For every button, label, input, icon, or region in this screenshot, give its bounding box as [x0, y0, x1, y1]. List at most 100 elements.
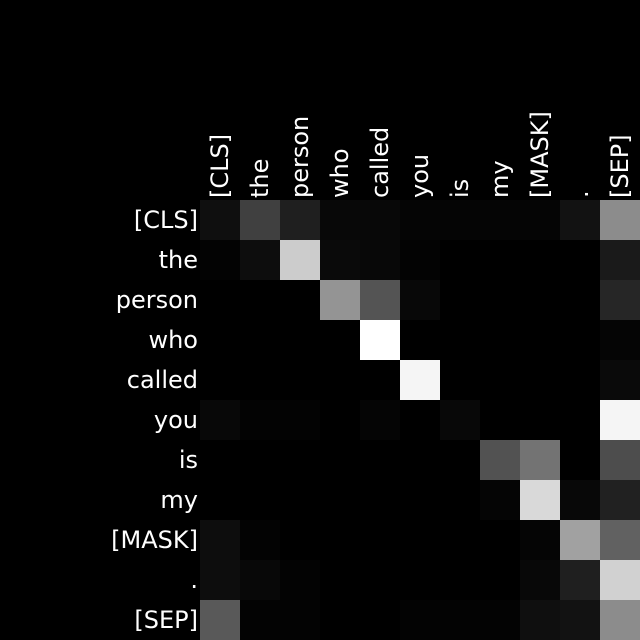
heatmap-cell-3-5 — [400, 320, 440, 360]
heatmap-cell-8-0 — [200, 520, 240, 560]
column-label: you — [406, 154, 434, 198]
heatmap-cell-2-6 — [440, 280, 480, 320]
heatmap-cell-1-5 — [400, 240, 440, 280]
heatmap-cell-2-7 — [480, 280, 520, 320]
heatmap-cell-5-2 — [280, 400, 320, 440]
heatmap-cell-7-9 — [560, 480, 600, 520]
row-label: called — [127, 366, 198, 394]
heatmap-cell-3-2 — [280, 320, 320, 360]
heatmap-cell-6-5 — [400, 440, 440, 480]
heatmap-cell-4-3 — [320, 360, 360, 400]
heatmap-cell-0-2 — [280, 200, 320, 240]
column-label: is — [446, 179, 474, 198]
heatmap-cell-7-7 — [480, 480, 520, 520]
heatmap-cell-3-9 — [560, 320, 600, 360]
column-label: who — [326, 148, 354, 198]
heatmap-cell-5-9 — [560, 400, 600, 440]
heatmap-cell-0-1 — [240, 200, 280, 240]
row-label: person — [116, 286, 198, 314]
heatmap-cell-1-0 — [200, 240, 240, 280]
heatmap-cell-10-1 — [240, 600, 280, 640]
row-labels: [CLS] the person who called you is my [MASK]. [SE… — [111, 206, 198, 634]
heatmap-cell-0-0 — [200, 200, 240, 240]
heatmap-cell-1-9 — [560, 240, 600, 280]
heatmap-cell-8-4 — [360, 520, 400, 560]
heatmap-cell-1-3 — [320, 240, 360, 280]
heatmap-cell-4-6 — [440, 360, 480, 400]
heatmap-cell-10-6 — [440, 600, 480, 640]
heatmap-cell-9-10 — [600, 560, 640, 600]
heatmap-cells — [200, 200, 640, 640]
heatmap-cell-1-8 — [520, 240, 560, 280]
heatmap-cell-4-0 — [200, 360, 240, 400]
row-label: my — [160, 486, 198, 514]
heatmap-cell-2-1 — [240, 280, 280, 320]
row-label: . — [190, 566, 198, 594]
column-label: [MASK] — [526, 111, 554, 198]
heatmap-cell-9-8 — [520, 560, 560, 600]
heatmap-cell-3-8 — [520, 320, 560, 360]
heatmap-cell-8-5 — [400, 520, 440, 560]
heatmap-cell-2-3 — [320, 280, 360, 320]
heatmap-cell-6-1 — [240, 440, 280, 480]
heatmap-cell-1-2 — [280, 240, 320, 280]
heatmap-cell-6-4 — [360, 440, 400, 480]
heatmap-cell-2-5 — [400, 280, 440, 320]
row-label: [CLS] — [134, 206, 198, 234]
column-label: my — [486, 160, 514, 198]
heatmap-cell-8-2 — [280, 520, 320, 560]
heatmap-cell-0-9 — [560, 200, 600, 240]
heatmap-cell-7-8 — [520, 480, 560, 520]
heatmap-cell-3-4 — [360, 320, 400, 360]
row-label: [SEP] — [134, 606, 198, 634]
heatmap-cell-3-1 — [240, 320, 280, 360]
heatmap-cell-1-7 — [480, 240, 520, 280]
heatmap-cell-5-3 — [320, 400, 360, 440]
heatmap-cell-6-7 — [480, 440, 520, 480]
heatmap-cell-5-8 — [520, 400, 560, 440]
heatmap-cell-0-4 — [360, 200, 400, 240]
heatmap-cell-2-8 — [520, 280, 560, 320]
heatmap-cell-10-4 — [360, 600, 400, 640]
heatmap-cell-7-3 — [320, 480, 360, 520]
heatmap-cell-5-1 — [240, 400, 280, 440]
heatmap-cell-7-0 — [200, 480, 240, 520]
heatmap-cell-5-4 — [360, 400, 400, 440]
heatmap-cell-7-1 — [240, 480, 280, 520]
heatmap-cell-8-8 — [520, 520, 560, 560]
column-label: called — [366, 127, 394, 198]
column-label: . — [566, 190, 594, 198]
heatmap-cell-9-6 — [440, 560, 480, 600]
heatmap-cell-10-7 — [480, 600, 520, 640]
row-label: is — [179, 446, 198, 474]
heatmap-cell-6-9 — [560, 440, 600, 480]
heatmap-cell-10-5 — [400, 600, 440, 640]
row-label: [MASK] — [111, 526, 198, 554]
heatmap-cell-10-0 — [200, 600, 240, 640]
heatmap-cell-0-10 — [600, 200, 640, 240]
heatmap-cell-0-8 — [520, 200, 560, 240]
heatmap-cell-8-1 — [240, 520, 280, 560]
heatmap-cell-3-10 — [600, 320, 640, 360]
heatmap-cell-7-6 — [440, 480, 480, 520]
heatmap-cell-4-2 — [280, 360, 320, 400]
heatmap-cell-3-7 — [480, 320, 520, 360]
heatmap-cell-6-10 — [600, 440, 640, 480]
heatmap-cell-5-10 — [600, 400, 640, 440]
heatmap-cell-1-10 — [600, 240, 640, 280]
heatmap-cell-9-3 — [320, 560, 360, 600]
heatmap-cell-8-3 — [320, 520, 360, 560]
heatmap-cell-2-4 — [360, 280, 400, 320]
heatmap-cell-4-7 — [480, 360, 520, 400]
heatmap-cell-7-2 — [280, 480, 320, 520]
column-label: the — [246, 159, 274, 198]
heatmap-cell-4-8 — [520, 360, 560, 400]
heatmap-cell-1-4 — [360, 240, 400, 280]
heatmap-cell-6-8 — [520, 440, 560, 480]
heatmap-cell-0-6 — [440, 200, 480, 240]
heatmap-cell-9-9 — [560, 560, 600, 600]
heatmap-cell-6-3 — [320, 440, 360, 480]
row-label: who — [148, 326, 198, 354]
heatmap-cell-6-6 — [440, 440, 480, 480]
